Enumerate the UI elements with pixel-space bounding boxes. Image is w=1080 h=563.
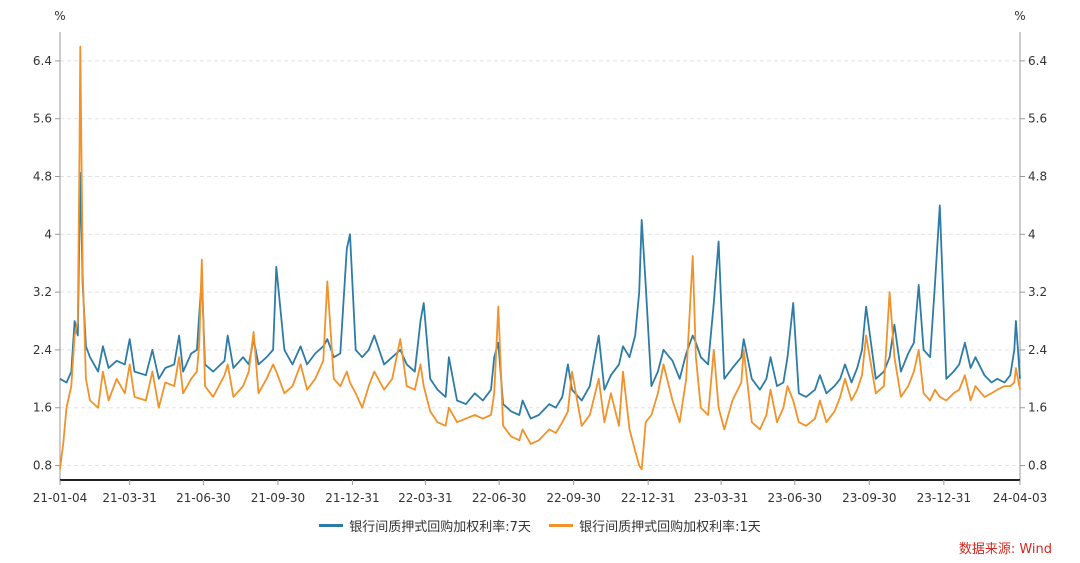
x-tick-label: 21-01-04 xyxy=(33,491,87,505)
legend-label-1day: 银行间质押式回购加权利率:1天 xyxy=(579,520,761,535)
right-y-tick-label: 5.6 xyxy=(1028,112,1047,126)
x-tick-label: 21-06-30 xyxy=(176,491,230,505)
right-y-tick-label: 4 xyxy=(1028,227,1036,241)
chart-legend: 银行间质押式回购加权利率:7天 银行间质押式回购加权利率:1天 xyxy=(0,516,1080,535)
legend-item-1day[interactable]: 银行间质押式回购加权利率:1天 xyxy=(549,516,761,535)
legend-item-7day[interactable]: 银行间质押式回购加权利率:7天 xyxy=(319,516,531,535)
right-y-tick-label: 0.8 xyxy=(1028,459,1047,473)
x-tick-label: 23-03-31 xyxy=(694,491,748,505)
left-y-tick-label: 2.4 xyxy=(33,343,52,357)
left-y-tick-label: 0.8 xyxy=(33,459,52,473)
x-tick-label: 22-09-30 xyxy=(546,491,600,505)
legend-label-7day: 银行间质押式回购加权利率:7天 xyxy=(349,520,531,535)
x-tick-label: 21-03-31 xyxy=(102,491,156,505)
left-y-tick-label: 5.6 xyxy=(33,112,52,126)
x-tick-label: 21-09-30 xyxy=(251,491,305,505)
x-tick-label: 22-06-30 xyxy=(472,491,526,505)
x-tick-label: 22-03-31 xyxy=(398,491,452,505)
right-y-tick-label: 6.4 xyxy=(1028,54,1047,68)
left-y-tick-label: 3.2 xyxy=(33,285,52,299)
right-y-tick-label: 3.2 xyxy=(1028,285,1047,299)
x-tick-label: 21-12-31 xyxy=(325,491,379,505)
left-y-unit-label: % xyxy=(54,9,65,23)
x-tick-label: 22-12-31 xyxy=(621,491,675,505)
left-y-tick-label: 4 xyxy=(44,227,52,241)
right-y-tick-label: 2.4 xyxy=(1028,343,1047,357)
data-source-note: 数据来源: Wind xyxy=(958,542,1052,557)
left-y-tick-label: 4.8 xyxy=(33,170,52,184)
x-tick-label: 23-09-30 xyxy=(842,491,896,505)
left-y-tick-label: 1.6 xyxy=(33,401,52,415)
legend-swatch-1day xyxy=(549,524,574,527)
legend-swatch-7day xyxy=(319,524,344,527)
left-y-tick-label: 6.4 xyxy=(33,54,52,68)
series-line-1day xyxy=(59,45,1021,471)
right-y-unit-label: % xyxy=(1014,9,1025,23)
x-tick-label: 23-12-31 xyxy=(917,491,971,505)
right-y-tick-label: 1.6 xyxy=(1028,401,1047,415)
x-tick-label: 24-04-03 xyxy=(993,491,1047,505)
right-y-tick-label: 4.8 xyxy=(1028,170,1047,184)
x-tick-label: 23-06-30 xyxy=(768,491,822,505)
